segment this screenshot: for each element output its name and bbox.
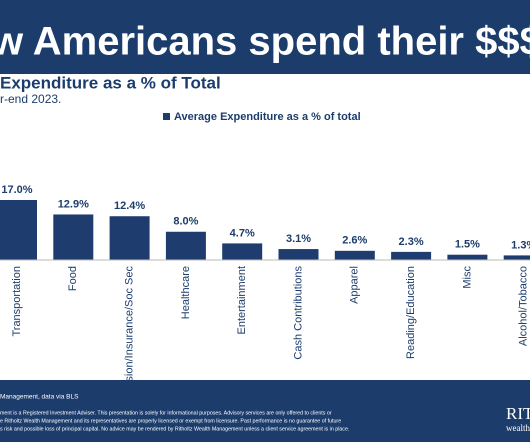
footer-band (0, 380, 530, 442)
bar (503, 255, 530, 260)
legend-swatch (163, 113, 170, 120)
x-tick-label: Reading/Education (405, 266, 417, 359)
x-tick-label: Misc (461, 266, 473, 289)
value-label: 4.7% (230, 227, 255, 239)
bar (391, 251, 432, 260)
bar (447, 254, 488, 260)
disclaimer: s risk and possible loss of principal ca… (0, 426, 349, 432)
value-label: 12.9% (58, 198, 89, 210)
source: Management, data via BLS (0, 394, 79, 401)
x-tick-label: Food (67, 266, 79, 291)
disclaimer: e Ritholtz Wealth Management and its rep… (0, 418, 341, 424)
value-label: 3.1% (286, 233, 311, 245)
logo-sub: wealth (506, 423, 530, 433)
bar (222, 243, 263, 260)
bar (0, 199, 37, 260)
disclaimer: ment is a Registered Investment Adviser.… (0, 410, 332, 416)
logo: RIT (506, 404, 530, 423)
value-label: 8.0% (173, 216, 198, 228)
value-label: 1.3% (511, 239, 530, 251)
x-tick-label: Apparel (349, 266, 361, 304)
bar (334, 250, 375, 260)
x-tick-label: Pension/Insurance/Soc Sec (124, 266, 136, 402)
chart-note: r-end 2023. (0, 92, 61, 106)
chart-subtitle: Expenditure as a % of Total (0, 73, 221, 92)
value-label: 12.4% (114, 200, 145, 212)
x-tick-label: Transportation (11, 266, 23, 337)
value-label: 1.5% (455, 239, 480, 251)
title-band (0, 0, 530, 74)
x-tick-label: Alcohol/Tobacco (518, 266, 530, 346)
value-label: 17.0% (1, 184, 32, 196)
x-tick-label: Cash Contributions (292, 266, 304, 360)
bar (165, 231, 206, 260)
x-tick-label: Healthcare (180, 266, 192, 319)
legend-label: Average Expenditure as a % of total (174, 111, 361, 123)
x-tick-label: Entertainment (236, 266, 248, 334)
bar (278, 249, 319, 260)
chart-title: w Americans spend their $$$ (0, 20, 530, 64)
value-label: 2.6% (342, 235, 367, 247)
bar (53, 214, 94, 260)
bar (109, 216, 150, 260)
value-label: 2.3% (399, 236, 424, 248)
